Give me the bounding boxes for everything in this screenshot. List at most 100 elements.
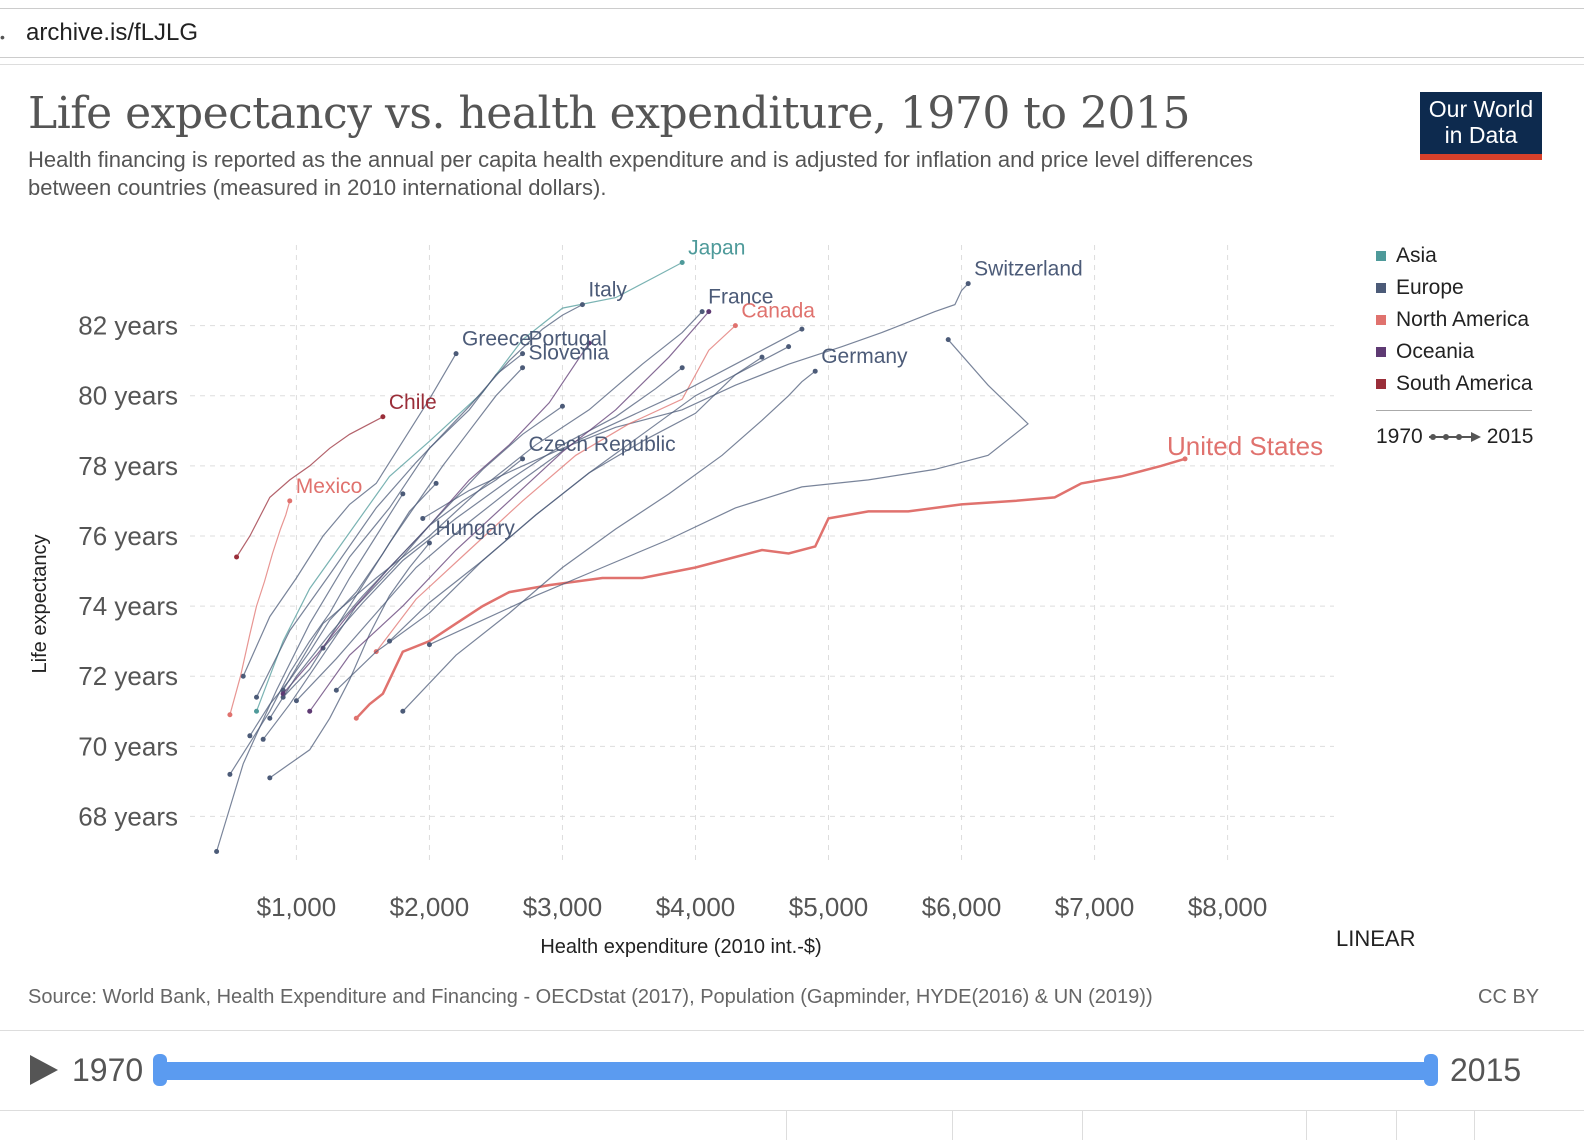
legend-label: Europe: [1396, 276, 1464, 299]
series-line-czech-republic[interactable]: [262, 458, 523, 740]
series-label: France: [708, 286, 773, 309]
divider: [1082, 1110, 1083, 1140]
series-line-greece[interactable]: [242, 353, 457, 677]
legend-swatch: [1376, 251, 1386, 261]
series-start-point: [267, 715, 273, 721]
y-tick-label: 80 years: [78, 381, 178, 411]
play-icon[interactable]: [30, 1055, 58, 1085]
legend-item-north-america[interactable]: North America: [1376, 304, 1533, 336]
timeline-end-handle[interactable]: [1424, 1054, 1438, 1086]
browser-address-bar[interactable]: • archive.is/fLJLG: [0, 8, 1584, 58]
y-tick-label: 82 years: [78, 311, 178, 341]
y-tick-label: 72 years: [78, 661, 178, 691]
timeline-start-label: 1970: [72, 1052, 144, 1088]
series-start-point: [420, 515, 426, 521]
legend-swatch: [1376, 347, 1386, 357]
series-start-point: [227, 771, 233, 777]
series-end-point: [1182, 456, 1188, 462]
legend-label: Asia: [1396, 244, 1437, 267]
series-end-point: [699, 309, 705, 315]
series-line-unlabeled[interactable]: [269, 405, 563, 719]
divider: [1474, 1110, 1475, 1140]
timeline-start-handle[interactable]: [153, 1054, 167, 1086]
series-line-canada[interactable]: [375, 325, 736, 653]
series-line-mexico[interactable]: [229, 500, 291, 715]
address-url[interactable]: archive.is/fLJLG: [26, 19, 199, 46]
series-end-point: [759, 354, 765, 360]
series-line-hungary[interactable]: [269, 542, 430, 779]
legend-item-europe[interactable]: Europe: [1376, 272, 1533, 304]
x-tick-label: $3,000: [523, 892, 603, 922]
series-end-point: [679, 365, 685, 371]
series-end-point: [799, 326, 805, 332]
chart-title: Life expectancy vs. health expenditure, …: [28, 88, 1190, 139]
series-start-point: [426, 642, 432, 648]
series-line-chile[interactable]: [236, 416, 384, 558]
legend-item-south-america[interactable]: South America: [1376, 368, 1533, 400]
series-line-italy[interactable]: [255, 304, 583, 698]
series-end-point: [426, 540, 432, 546]
x-axis-label: Health expenditure (2010 int.-$): [540, 936, 821, 958]
series-line-united-states[interactable]: [355, 457, 1186, 720]
divider: [1396, 1110, 1397, 1140]
divider: [786, 1110, 787, 1140]
series-start-point: [254, 694, 260, 700]
series-end-point: [586, 340, 592, 346]
series-label: Portugal: [529, 328, 607, 351]
series-line-unlabeled[interactable]: [309, 311, 710, 712]
timeline-track[interactable]: [156, 1062, 1436, 1080]
x-tick-label: $1,000: [257, 892, 337, 922]
x-tick-label: $8,000: [1188, 892, 1268, 922]
legend-divider: [1376, 410, 1532, 411]
scale-toggle-button[interactable]: LINEAR: [1336, 926, 1416, 951]
series-start-point: [400, 708, 406, 714]
series-line-unlabeled[interactable]: [389, 346, 789, 642]
divider: [0, 64, 1584, 65]
time-legend: 1970 2015: [1376, 425, 1533, 449]
series-line-switzerland[interactable]: [422, 283, 969, 519]
legend-item-oceania[interactable]: Oceania: [1376, 336, 1533, 368]
series-start-point: [387, 638, 393, 644]
series-end-point: [579, 302, 585, 308]
divider: [0, 1030, 1584, 1031]
legend-swatch: [1376, 283, 1386, 293]
series-start-point: [293, 698, 299, 704]
series-line-germany[interactable]: [402, 370, 816, 712]
legend-label: South America: [1396, 372, 1533, 395]
series-end-point: [520, 351, 526, 357]
divider: [952, 1110, 953, 1140]
series-line-france[interactable]: [282, 311, 703, 691]
license-link[interactable]: CC BY: [1478, 986, 1540, 1008]
series-label: United States: [1167, 431, 1323, 461]
series-start-point: [353, 715, 359, 721]
series-line-japan[interactable]: [255, 261, 683, 712]
timeline-end-label: 2015: [1450, 1052, 1522, 1088]
series-label: Hungary: [435, 517, 515, 540]
logo-line-2: in Data: [1444, 122, 1518, 148]
series-line-unlabeled[interactable]: [322, 367, 683, 649]
y-axis-label: Life expectancy: [29, 535, 51, 674]
series-line-unlabeled[interactable]: [295, 328, 803, 702]
series-start-point: [333, 687, 339, 693]
series-start-point: [260, 736, 266, 742]
x-tick-label: $7,000: [1055, 892, 1135, 922]
series-start-point: [307, 708, 313, 714]
series-line-unlabeled[interactable]: [249, 482, 437, 737]
x-tick-label: $5,000: [789, 892, 869, 922]
series-line-unlabeled[interactable]: [229, 493, 404, 775]
owid-logo[interactable]: Our World in Data: [1420, 92, 1542, 160]
series-line-portugal[interactable]: [216, 353, 523, 852]
series-end-point: [400, 491, 406, 497]
series-label: Chile: [389, 391, 437, 414]
series-start-point: [254, 708, 260, 714]
series-line-unlabeled[interactable]: [429, 339, 1029, 646]
series-end-point: [706, 309, 712, 315]
source-note[interactable]: Source: World Bank, Health Expenditure a…: [28, 986, 1153, 1008]
x-tick-label: $6,000: [922, 892, 1002, 922]
series-end-point: [945, 337, 951, 343]
y-tick-label: 74 years: [78, 591, 178, 621]
legend-item-asia[interactable]: Asia: [1376, 240, 1533, 272]
legend-label: Oceania: [1396, 340, 1475, 363]
series-start-point: [227, 712, 233, 718]
